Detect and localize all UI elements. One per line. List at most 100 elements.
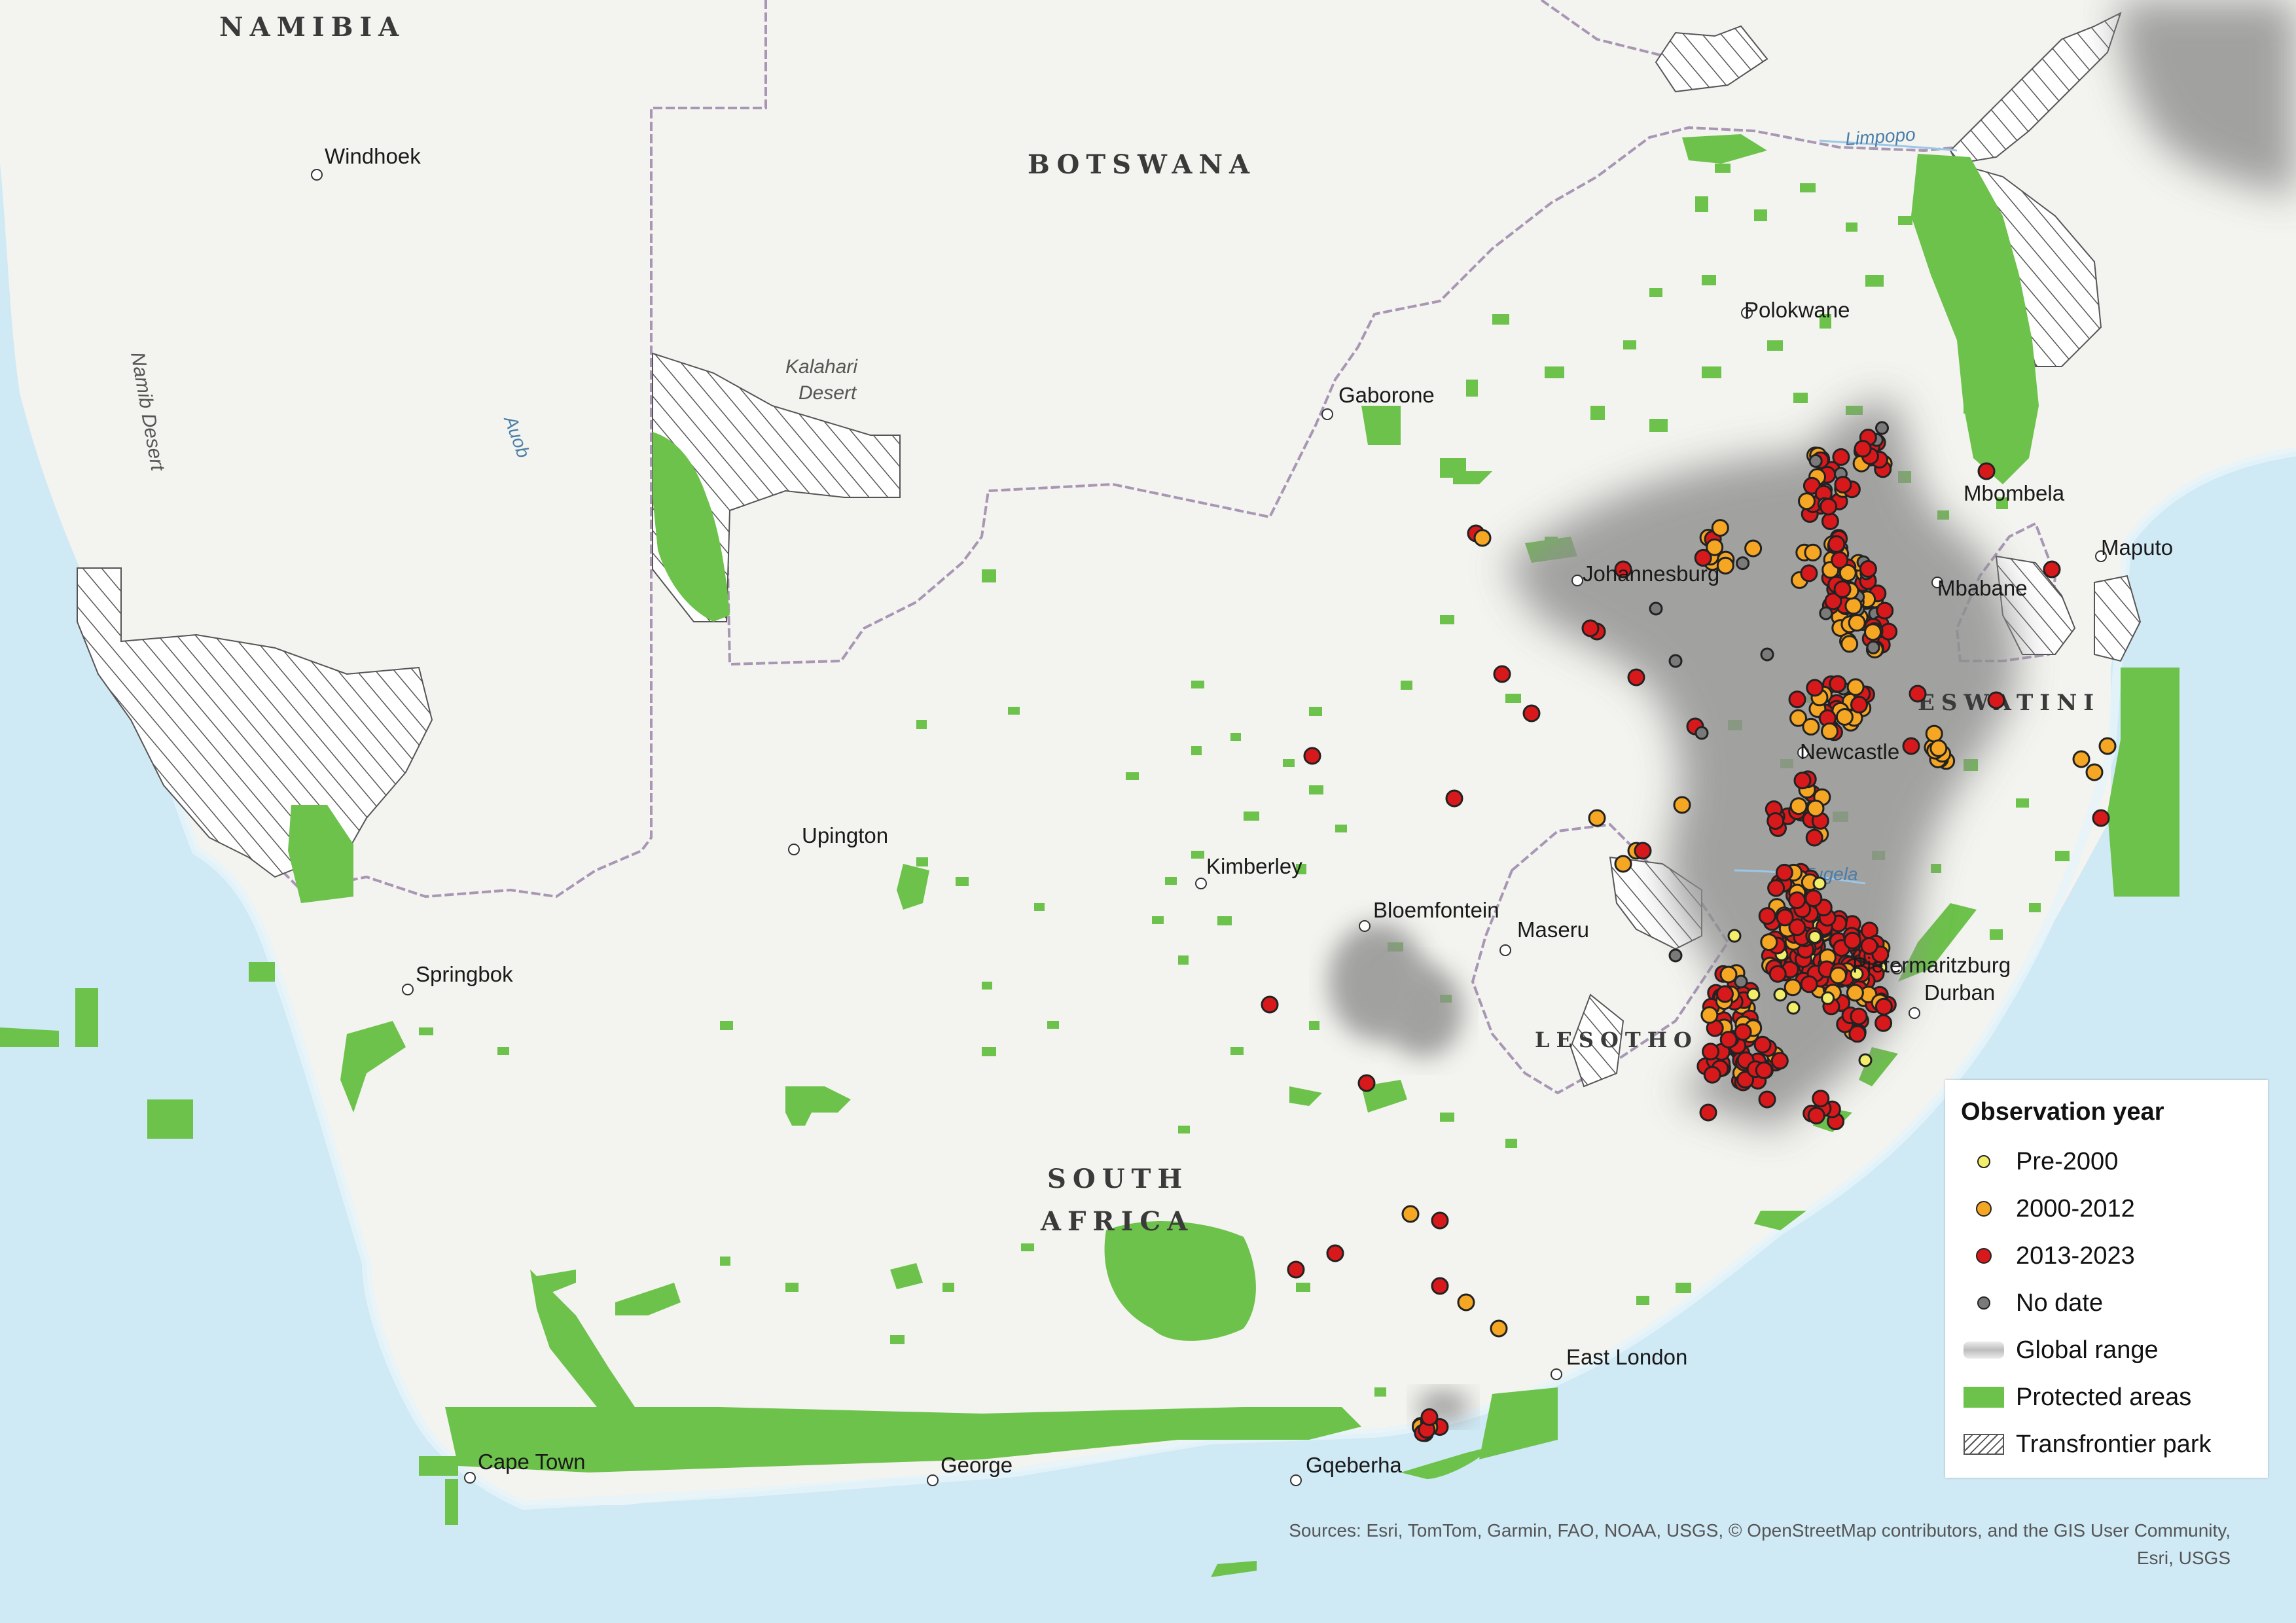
observation-point xyxy=(1473,529,1492,547)
observation-point xyxy=(1768,965,1787,983)
observation-point xyxy=(1261,995,1279,1014)
observation-point xyxy=(1734,1023,1752,1041)
label-george: George xyxy=(941,1453,1013,1477)
legend-item: Protected areas xyxy=(1961,1374,2268,1421)
observation-point xyxy=(1719,1031,1738,1049)
observation-point xyxy=(1727,929,1742,943)
label-windhoek: Windhoek xyxy=(325,144,421,168)
observation-point xyxy=(1445,789,1463,808)
observation-point xyxy=(1854,440,1872,458)
observation-point xyxy=(1588,809,1606,827)
observation-point xyxy=(1874,997,1893,1016)
observation-point xyxy=(1736,1071,1755,1089)
label-maseru: Maseru xyxy=(1517,918,1589,942)
legend-label: Protected areas xyxy=(2016,1383,2192,1411)
label-east-london: East London xyxy=(1566,1345,1687,1369)
legend-symbol xyxy=(1961,1194,2007,1224)
observation-point xyxy=(1758,1090,1776,1109)
observation-point xyxy=(1804,543,1822,562)
label-kalahari: Kalahari xyxy=(785,356,858,378)
observation-point xyxy=(1649,601,1663,616)
label-desert: Desert xyxy=(798,382,857,404)
observation-point xyxy=(1744,539,1763,558)
observation-point xyxy=(1716,985,1734,1003)
city-labels: Windhoek Gaborone Polokwane Mbombela Map… xyxy=(325,144,2173,1477)
label-lesotho: LESOTHO xyxy=(1535,1027,1698,1052)
observation-point xyxy=(1831,551,1849,569)
label-mbombela: Mbombela xyxy=(1964,481,2065,505)
observation-point xyxy=(1819,606,1833,620)
observation-point xyxy=(1860,936,1878,955)
observation-point xyxy=(1490,1319,1508,1338)
protected-areas xyxy=(0,134,2179,1577)
observation-point xyxy=(1902,737,1920,755)
observation-point xyxy=(1846,984,1864,1002)
observation-point xyxy=(1775,863,1793,882)
observation-point xyxy=(1843,931,1861,950)
observation-point xyxy=(1835,708,1854,726)
observation-point xyxy=(1820,497,1838,516)
observation-point xyxy=(1716,556,1734,575)
observation-point xyxy=(1357,1074,1376,1092)
observation-point xyxy=(1806,679,1824,697)
observation-point xyxy=(1812,1090,1830,1108)
observation-point xyxy=(1987,691,2005,709)
observation-point xyxy=(1788,891,1806,910)
label-upington: Upington xyxy=(802,823,888,847)
observation-point xyxy=(1808,930,1822,944)
observation-point xyxy=(1711,519,1729,537)
observation-point xyxy=(2092,809,2110,827)
observation-point xyxy=(1493,665,1511,683)
observation-point xyxy=(1420,1408,1439,1426)
land-mass xyxy=(0,0,2296,1505)
observation-point xyxy=(1614,855,1632,873)
observation-point xyxy=(1788,690,1806,709)
observation-point xyxy=(1839,563,1857,582)
legend-label: Pre-2000 xyxy=(2016,1147,2119,1175)
observation-point xyxy=(1431,1211,1449,1230)
observation-point xyxy=(1850,696,1868,714)
observation-point xyxy=(1695,726,1709,740)
observation-point xyxy=(1848,614,1866,632)
observation-point xyxy=(1789,709,1807,727)
label-polokwane: Polokwane xyxy=(1744,298,1850,322)
coast-shelf xyxy=(100,447,2296,1510)
observation-point xyxy=(1699,1103,1717,1122)
label-maputo: Maputo xyxy=(2101,535,2173,560)
observation-point xyxy=(2085,763,2104,781)
observation-point xyxy=(1776,908,1794,927)
label-gaborone: Gaborone xyxy=(1338,383,1435,407)
observation-point xyxy=(1770,1052,1789,1070)
legend-item: Pre-2000 xyxy=(1961,1138,2268,1185)
observation-point xyxy=(1703,1065,1721,1084)
observation-point xyxy=(1793,772,1812,790)
label-bloemfontein: Bloemfontein xyxy=(1373,898,1499,922)
observation-point xyxy=(1700,1006,1719,1024)
legend-symbol xyxy=(1961,1288,2007,1318)
observation-point xyxy=(1844,597,1863,615)
observation-point xyxy=(1925,724,1943,743)
observation-point xyxy=(1736,556,1750,571)
observation-point xyxy=(1303,747,1321,765)
attribution-line-2: Esri, USGS xyxy=(2136,1548,2231,1568)
label-namibia: NAMIBIA xyxy=(219,12,405,43)
observation-point xyxy=(1821,512,1839,530)
attribution-line-1: Sources: Esri, TomTom, Garmin, FAO, NOAA… xyxy=(1289,1520,2231,1541)
observation-point xyxy=(1760,933,1778,952)
city-markers xyxy=(311,169,2107,1486)
observation-point xyxy=(1694,548,1712,567)
observation-point xyxy=(1789,797,1808,815)
observation-point xyxy=(1401,1205,1420,1223)
observation-point xyxy=(2072,750,2090,768)
legend-item: Transfrontier park xyxy=(1961,1421,2268,1468)
label-cape-town: Cape Town xyxy=(478,1450,586,1474)
label-newcastle: Newcastle xyxy=(1800,740,1899,764)
observation-point xyxy=(1805,829,1823,847)
observation-point xyxy=(1614,560,1632,579)
observation-point xyxy=(1719,965,1738,984)
observation-point xyxy=(1875,421,1889,435)
observation-point xyxy=(1876,601,1894,620)
legend-label: 2000-2012 xyxy=(2016,1194,2135,1222)
observation-point xyxy=(1581,619,1600,637)
